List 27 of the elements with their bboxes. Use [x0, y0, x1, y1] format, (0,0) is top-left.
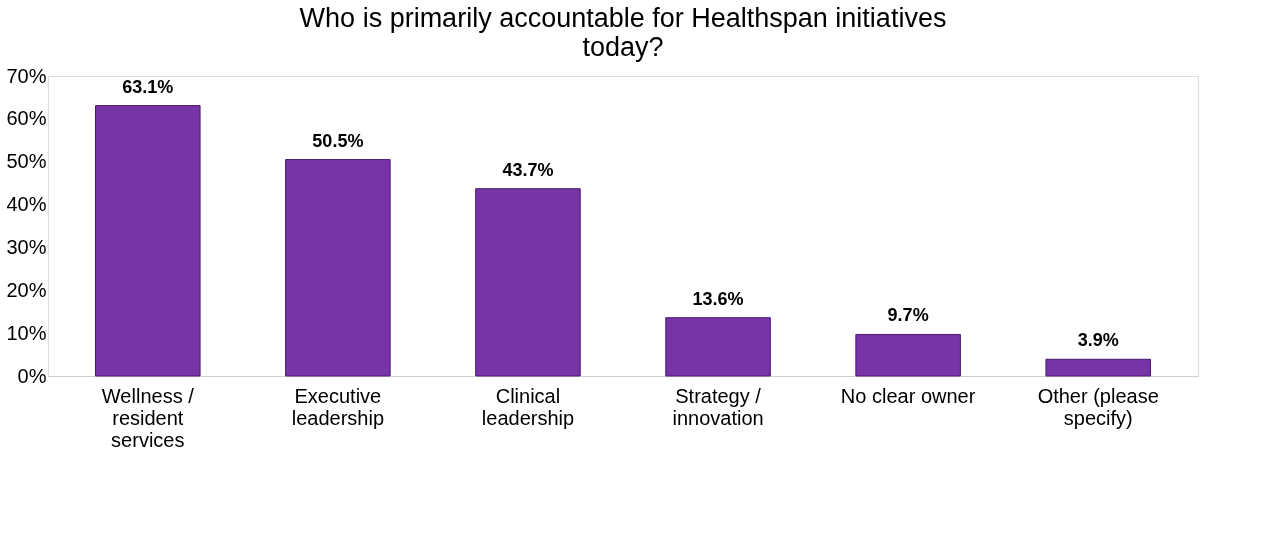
x-tick-label: Clinical leadership: [481, 384, 575, 429]
y-tick-label: 0%: [17, 364, 47, 387]
x-tick-label: No clear owner: [840, 384, 976, 407]
data-label: 43.7%: [502, 159, 554, 180]
x-tick-label: Other (please specify): [1037, 384, 1159, 429]
x-tick-label: Executive leadership: [291, 384, 385, 429]
x-tick-label: Strategy / innovation: [672, 384, 764, 429]
x-tick-label: Wellness / resident services: [101, 384, 195, 451]
y-tick-label: 10%: [6, 321, 47, 344]
y-tick-label: 70%: [6, 64, 47, 87]
bar: [665, 317, 771, 377]
bar: [285, 159, 391, 377]
data-label: 13.6%: [692, 288, 744, 309]
bar: [1045, 358, 1151, 377]
bar: [95, 105, 201, 377]
y-tick-label: 50%: [6, 150, 47, 173]
data-label: 9.7%: [887, 305, 929, 326]
data-label: 3.9%: [1077, 330, 1119, 351]
y-tick-label: 20%: [6, 278, 47, 301]
bar: [475, 188, 581, 377]
y-tick-label: 60%: [6, 107, 47, 130]
chart-title: Who is primarily accountable for Healthspan initiatives today?: [299, 3, 947, 62]
y-tick-label: 30%: [6, 235, 47, 258]
data-label: 63.1%: [122, 76, 174, 97]
data-label: 50.5%: [312, 130, 364, 151]
bar: [855, 333, 961, 377]
y-tick-label: 40%: [6, 193, 47, 216]
